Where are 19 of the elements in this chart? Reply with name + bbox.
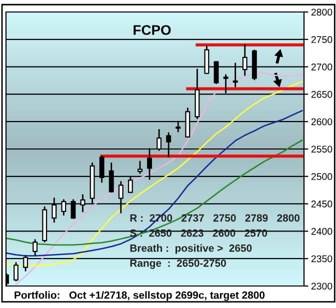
y-tick-label: 2600 [311,118,332,126]
annotation: Breath : positive > 2650 [130,244,252,254]
y-tick-label: 2300 [311,282,332,290]
y-tick-label: 2400 [311,228,332,235]
y-tick-label: 2500 [311,173,332,180]
y-tick-label: 2550 [311,146,332,153]
candlestick [32,239,38,256]
y-tick-label: 2450 [311,200,332,208]
line-series [15,72,303,286]
text: Portfolio: Oct +1/2718, sellstop 2699c, target 2800 [14,291,265,301]
text: FCPO [134,25,171,35]
candlestick [138,160,142,174]
candlestick [14,262,18,282]
y-tick-label: 2650 [311,90,332,98]
y-tick-label: 2350 [311,255,332,262]
y-tick-label: 2800 [311,8,332,16]
y-tick-label: 2750 [311,36,332,44]
y-tick-label: 2700 [311,64,332,70]
annotation: Range : 2650-2750 [130,259,226,269]
